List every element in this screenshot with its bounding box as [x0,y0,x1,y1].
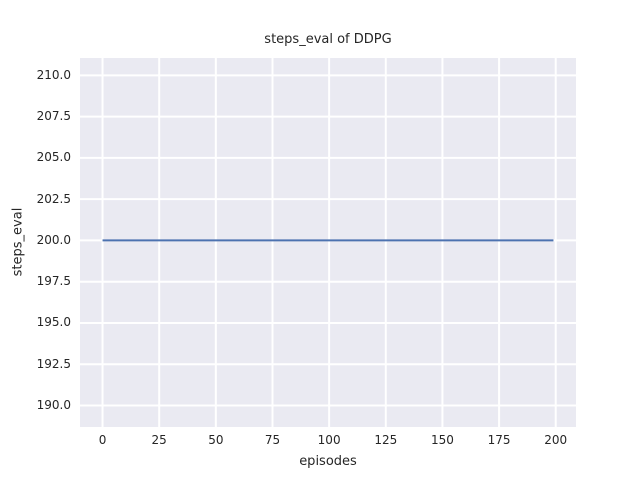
plot-area [80,58,576,427]
y-tick-label: 197.5 [36,274,71,289]
y-tick-label: 202.5 [36,191,71,206]
y-tick-label: 192.5 [36,356,71,371]
x-tick-label: 175 [487,433,511,447]
y-tick-label: 195.0 [36,315,71,330]
x-tick-label: 75 [264,433,281,447]
x-tick-label: 25 [151,433,167,447]
x-tick-label: 150 [430,433,454,447]
plot-canvas [80,58,576,427]
x-tick-label: 125 [374,433,398,447]
x-tick-label: 200 [544,433,568,447]
x-axis-label: episodes [299,454,357,469]
x-tick-label: 50 [208,433,224,447]
x-tick-label: 0 [98,433,107,447]
y-tick-label: 207.5 [36,109,71,124]
x-tick-label: 100 [317,433,341,447]
chart-title: steps_eval of DDPG [264,32,392,47]
y-tick-label: 205.0 [36,150,71,165]
y-tick-label: 210.0 [36,67,71,82]
y-tick-label: 190.0 [36,398,71,413]
y-tick-label: 200.0 [36,232,71,247]
